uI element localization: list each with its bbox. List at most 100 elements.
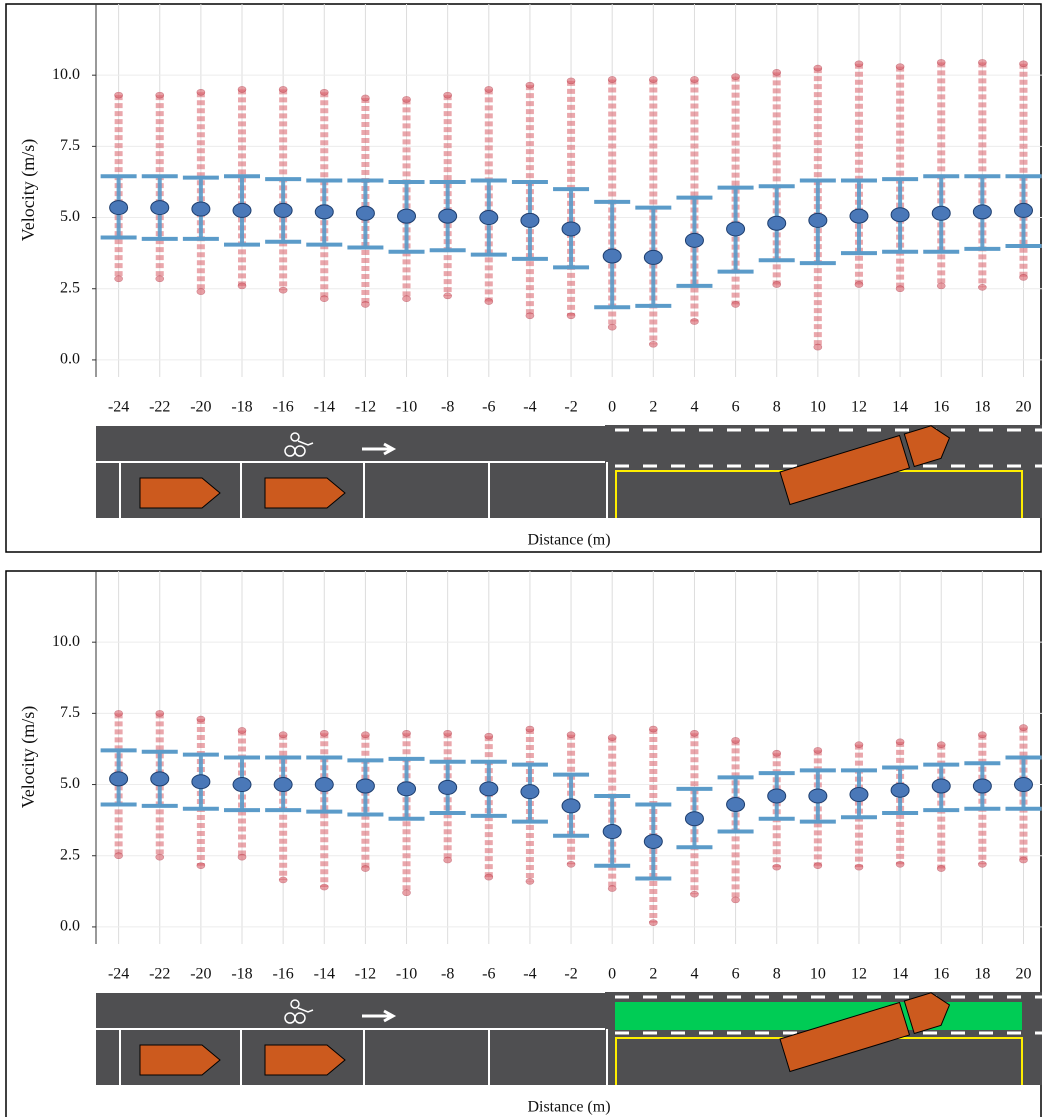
x-tick-label: -4	[523, 399, 536, 416]
point	[936, 741, 946, 748]
point	[155, 853, 165, 861]
point	[854, 60, 864, 68]
point	[731, 301, 740, 308]
point	[854, 741, 864, 748]
y-axis-title: Velocity (m/s)	[18, 139, 39, 241]
bike-symbol	[284, 432, 314, 457]
x-tick-label: -20	[190, 966, 211, 983]
mean-point	[314, 777, 334, 793]
mean-point	[808, 788, 828, 804]
truck-cab	[903, 425, 951, 468]
bike-wheel	[294, 1012, 306, 1024]
car	[264, 477, 346, 509]
mean-point	[643, 833, 663, 849]
x-tick-label: 12	[851, 966, 867, 983]
mean-point	[890, 782, 910, 798]
mean-point	[767, 215, 787, 231]
bike-arm	[297, 440, 314, 446]
y-tick-label: 10.0	[52, 633, 80, 650]
point	[196, 715, 206, 723]
mean-point	[355, 778, 375, 794]
x-tick-label: -24	[108, 399, 129, 416]
mean-point	[397, 208, 417, 224]
point	[895, 285, 905, 293]
x-tick-label: 6	[732, 966, 740, 983]
mean-point	[520, 784, 540, 800]
green-lane	[615, 1002, 1022, 1030]
point	[731, 73, 740, 80]
point	[690, 76, 699, 83]
point	[443, 856, 452, 864]
mean-point	[273, 777, 293, 793]
x-tick-label: -16	[272, 966, 293, 983]
point	[114, 91, 123, 99]
point	[237, 282, 247, 290]
point	[772, 749, 782, 757]
point	[319, 729, 329, 737]
point	[1019, 274, 1028, 281]
panel: -24 -22 -20 -18 -16 -14 -12 -10 -8 -6 -4 -2 0 2 4 6 8 10 1…	[5, 3, 1042, 553]
truck	[779, 992, 951, 1073]
x-tick-label: -2	[564, 966, 577, 983]
arrow	[362, 1009, 397, 1023]
x-tick-label: -22	[149, 399, 170, 416]
mean-point	[479, 781, 499, 797]
x-tick-label: -10	[396, 399, 417, 416]
point	[895, 860, 905, 868]
mean-point	[808, 212, 828, 228]
point	[566, 312, 576, 320]
point	[1019, 724, 1028, 731]
y-tick-label: 7.5	[60, 137, 80, 154]
x-axis-title: Distance (m)	[527, 532, 610, 549]
mean-point	[643, 249, 663, 265]
mean-point	[314, 204, 334, 220]
mean-point	[972, 204, 992, 220]
mean-point	[561, 798, 581, 814]
x-tick-label: 10	[810, 966, 826, 983]
point	[525, 878, 535, 885]
mean-point	[191, 774, 211, 790]
point	[484, 298, 494, 305]
point	[772, 69, 782, 76]
x-tick-label: 6	[732, 399, 740, 416]
mean-point	[438, 779, 458, 795]
point	[237, 86, 247, 93]
mean-point	[1013, 777, 1033, 793]
mean-point	[602, 248, 622, 264]
x-tick-label: -18	[231, 399, 252, 416]
y-tick-label: 5.0	[60, 208, 80, 225]
point	[278, 876, 288, 884]
mean-point	[972, 778, 992, 794]
x-tick-label: 0	[608, 399, 616, 416]
x-tick-label: 2	[649, 966, 657, 983]
truck-body	[779, 434, 911, 506]
point	[936, 282, 946, 290]
x-tick-label: -14	[314, 966, 335, 983]
point	[607, 76, 617, 83]
x-tick-label: -18	[231, 966, 252, 983]
point	[484, 86, 494, 93]
bike-arm	[297, 1007, 314, 1013]
x-tick-label: 8	[773, 966, 781, 983]
x-tick-label: -12	[355, 966, 376, 983]
mean-point	[602, 824, 622, 840]
point	[114, 275, 123, 283]
point	[525, 81, 535, 89]
mean-point	[684, 811, 704, 827]
mean-point	[726, 796, 746, 812]
point	[443, 292, 452, 300]
mean-point	[355, 205, 375, 221]
point	[854, 281, 864, 288]
y-tick-label: 2.5	[60, 846, 80, 863]
y-tick-label: 5.0	[60, 775, 80, 792]
point	[690, 890, 699, 898]
point	[936, 59, 946, 66]
point	[155, 275, 165, 283]
mean-point	[479, 210, 499, 226]
y-axis-title: Velocity (m/s)	[18, 706, 39, 808]
point	[566, 860, 576, 868]
x-tick-label: -20	[190, 399, 211, 416]
car	[264, 1044, 346, 1076]
truck-body	[779, 1001, 911, 1073]
point	[978, 284, 987, 291]
